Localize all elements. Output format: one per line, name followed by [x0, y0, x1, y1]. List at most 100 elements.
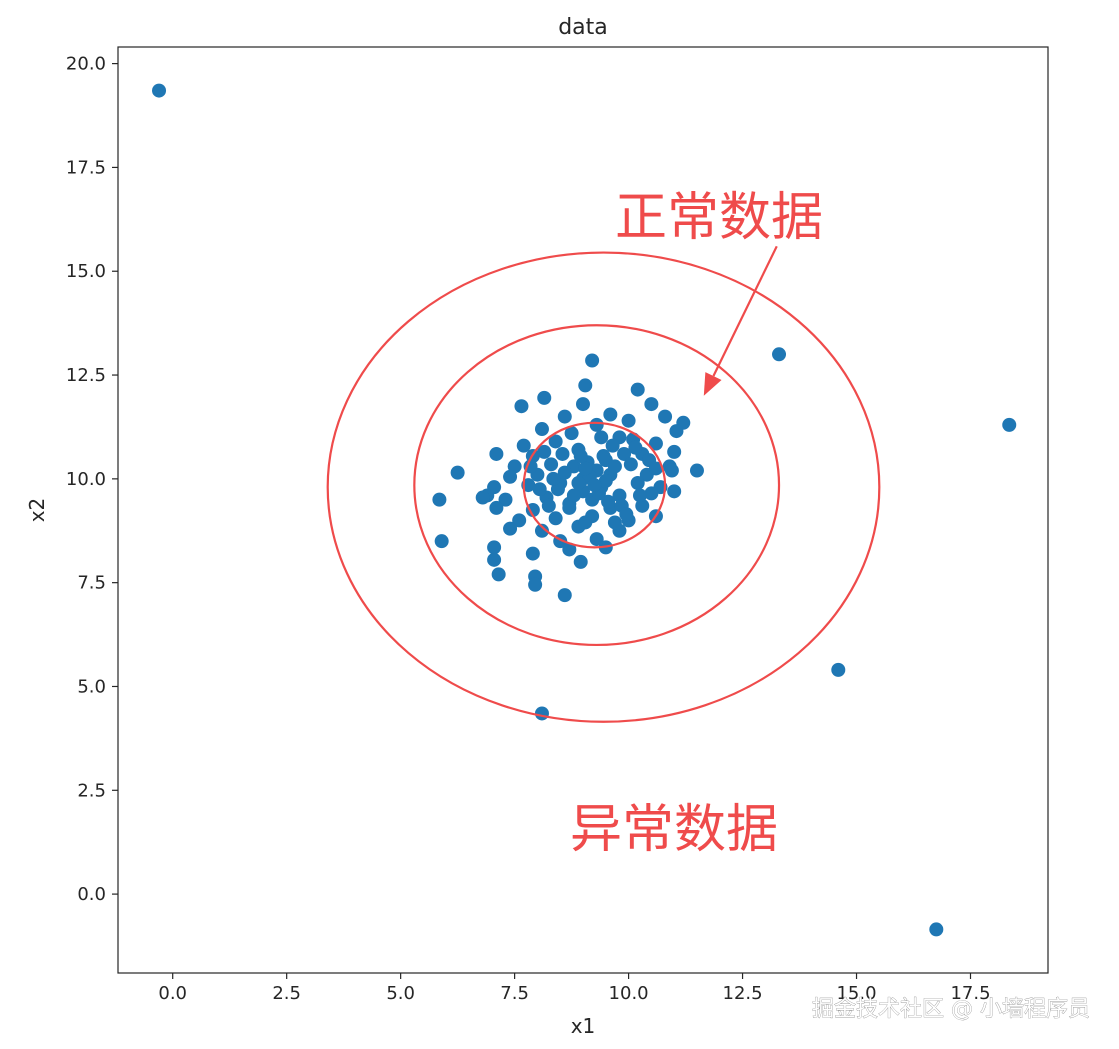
normal-data-point	[562, 500, 577, 515]
normal-data-point	[619, 507, 634, 522]
watermark: 掘金技术社区 @ 小墙程序员	[812, 997, 1090, 1022]
normal-data-point	[548, 434, 563, 449]
normal-data-point	[573, 449, 588, 464]
normal-data-point	[537, 390, 552, 405]
y-tick-label: 17.5	[66, 157, 106, 178]
normal-data-point	[578, 515, 593, 530]
normal-data-point	[598, 473, 613, 488]
normal-data-point	[541, 498, 556, 513]
x-tick-label: 7.5	[500, 983, 529, 1004]
normal-data-point	[557, 465, 572, 480]
normal-data-point	[669, 424, 684, 439]
outlier-data-point	[1002, 417, 1017, 432]
normal-data-point	[532, 482, 547, 497]
outlier-data-point	[534, 706, 549, 721]
normal-data-point	[644, 397, 659, 412]
y-tick-label: 20.0	[66, 54, 106, 75]
y-tick-label: 0.0	[77, 884, 106, 905]
normal-data-point	[491, 567, 506, 582]
normal-data-point	[557, 588, 572, 603]
normal-data-point	[667, 484, 682, 499]
normal-data-point	[601, 494, 616, 509]
normal-data-point	[450, 465, 465, 480]
normal-data-point	[548, 511, 563, 526]
normal-data-point	[503, 521, 518, 536]
normal-data-point	[432, 492, 447, 507]
annotation-arrow	[703, 245, 778, 396]
outlier-data-point	[929, 922, 944, 937]
normal-data-point	[514, 399, 529, 414]
normal-data-point	[603, 407, 618, 422]
normal-data-point	[596, 449, 611, 464]
arrow-head	[703, 372, 722, 396]
normal-data-point	[630, 382, 645, 397]
normal-data-point	[534, 422, 549, 437]
outlier-data-point	[152, 83, 167, 98]
y-axis-label: x2	[25, 498, 49, 523]
normal-data-point	[589, 417, 604, 432]
normal-data-point	[658, 409, 673, 424]
normal-data-point	[623, 457, 638, 472]
normal-data-point	[487, 540, 502, 555]
chart-title: data	[558, 15, 608, 40]
abnormal-data-label: 异常数据	[570, 800, 778, 860]
normal-data-point	[664, 463, 679, 478]
x-tick-label: 0.0	[158, 983, 187, 1004]
normal-data-point	[648, 461, 663, 476]
x-axis-label: x1	[571, 1014, 596, 1038]
normal-data-point	[644, 486, 659, 501]
y-tick-label: 5.0	[77, 676, 106, 697]
normal-data-point	[589, 532, 604, 547]
y-tick-label: 15.0	[66, 261, 106, 282]
normal-data-point	[617, 446, 632, 461]
normal-data-point	[528, 577, 543, 592]
normal-data-point	[630, 476, 645, 491]
annotation-circle	[413, 324, 781, 647]
normal-data-point	[576, 397, 590, 412]
y-tick-label: 12.5	[66, 365, 106, 386]
normal-data-point	[516, 438, 531, 453]
annotation-circle	[326, 251, 881, 723]
normal-data-point	[525, 503, 540, 517]
normal-data-point	[578, 461, 593, 476]
normal-data-point	[621, 413, 636, 428]
annotation-circle	[522, 421, 667, 549]
normal-data-point	[489, 500, 504, 515]
data-points	[152, 83, 1017, 937]
y-tick-label: 2.5	[77, 780, 106, 801]
normal-data-point	[562, 542, 577, 557]
y-tick-label: 10.0	[66, 469, 106, 490]
normal-data-point	[498, 492, 513, 507]
normal-data-point	[667, 444, 682, 459]
normal-data-point	[537, 444, 552, 459]
normal-data-point	[534, 523, 549, 538]
annotation-circles	[326, 251, 881, 723]
normal-data-point	[503, 469, 518, 484]
x-axis-ticks: 0.0 2.5 5.0 7.5 10.0 12.5 15.0 17.5	[158, 973, 991, 1004]
normal-data-point	[585, 353, 600, 368]
plot-area	[117, 46, 1049, 974]
normal-data-point	[555, 446, 570, 461]
normal-data-point	[434, 534, 449, 549]
arrow-shaft	[712, 245, 778, 377]
normal-data-point	[573, 554, 588, 569]
normal-data-point	[587, 478, 602, 493]
normal-data-point	[475, 490, 490, 505]
normal-data-point	[557, 409, 572, 424]
outlier-data-point	[772, 347, 787, 362]
normal-data-point	[607, 459, 622, 474]
normal-data-point	[594, 430, 609, 445]
normal-data-point	[628, 440, 643, 455]
y-axis-ticks: 0.0 2.5 5.0 7.5 10.0 12.5 15.0 17.5 20.0	[66, 54, 118, 905]
normal-data-point	[571, 476, 586, 491]
normal-data-point	[566, 488, 581, 503]
normal-data-point	[546, 471, 561, 486]
x-tick-label: 5.0	[386, 983, 415, 1004]
x-tick-label: 15.0	[836, 983, 876, 1004]
normal-data-point	[512, 513, 527, 528]
x-tick-label: 12.5	[723, 983, 763, 1004]
normal-data-point	[489, 446, 504, 461]
normal-data-point	[564, 426, 579, 441]
normal-data-point	[605, 438, 620, 453]
